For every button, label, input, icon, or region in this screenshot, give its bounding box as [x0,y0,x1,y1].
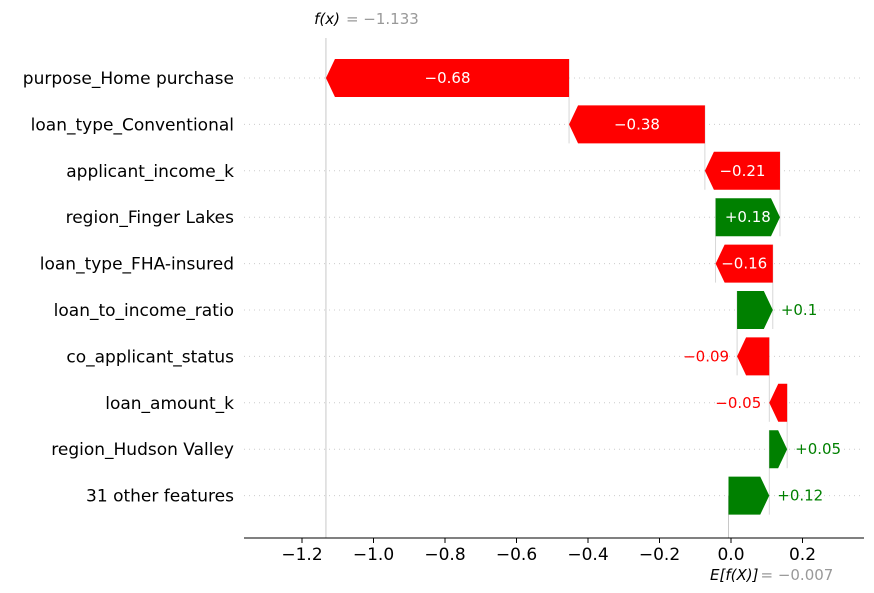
feature-labels: purpose_Home purchase loan_type_Conventio… [23,69,841,507]
feature-name: purpose_Home purchase [23,69,234,89]
feature-name: loan_amount_k [105,394,234,414]
x-tick-label: −1.2 [281,545,322,565]
negative-bar [325,59,570,97]
bar-value-label: +0.05 [795,440,841,458]
bar-value-label: +0.12 [777,487,823,505]
positive-bar [737,291,773,329]
feature-name: region_Finger Lakes [66,208,235,228]
expected-value-value: = −0.007 [760,566,833,584]
negative-bar [569,105,705,144]
feature-name: 31 other features [86,487,234,507]
x-tick-label: −1.0 [353,545,394,565]
x-tick-label: −0.6 [496,545,537,565]
x-tick-label: −0.2 [639,545,680,565]
negative-bar [715,244,773,283]
fx-value-label: = −1.133 [346,10,419,28]
bar-value-label: −0.21 [719,162,765,180]
x-tick-label: 0.0 [717,545,744,565]
feature-bars [325,59,788,515]
feature-name: co_applicant_status [66,347,234,367]
negative-bar [704,151,780,190]
expected-value-label: E[f(X)] [710,566,759,584]
bar-value-label: +0.18 [725,208,771,226]
bar-value-label: −0.16 [721,255,767,273]
bar-value-label: −0.09 [683,347,729,365]
bar-value-label: −0.05 [715,394,761,412]
bar-value-label: −0.38 [614,115,660,133]
feature-name: loan_to_income_ratio [54,301,234,321]
fx-label: f(x) [314,10,340,28]
annotations: f(x) = −1.133 E[f(X)] = −0.007 [314,10,833,584]
bar-value-label: +0.1 [781,301,817,319]
x-axis: −1.2 −1.0 −0.8 −0.6 −0.4 −0.2 0.0 0.2 [244,537,864,565]
x-tick-label: −0.4 [567,545,608,565]
feature-name: loan_type_FHA-insured [40,255,234,275]
feature-name: loan_type_Conventional [31,115,234,135]
bar-value-label: −0.68 [425,69,471,87]
reference-lines [325,38,788,538]
positive-bar [769,430,788,469]
feature-name: applicant_income_k [66,162,234,182]
x-tick-label: −0.8 [424,545,465,565]
positive-bar [728,476,770,515]
feature-name: region_Hudson Valley [51,440,234,460]
positive-bar [715,198,780,237]
negative-bar [769,383,788,422]
x-tick-label: 0.2 [789,545,816,565]
negative-bar [737,337,770,376]
